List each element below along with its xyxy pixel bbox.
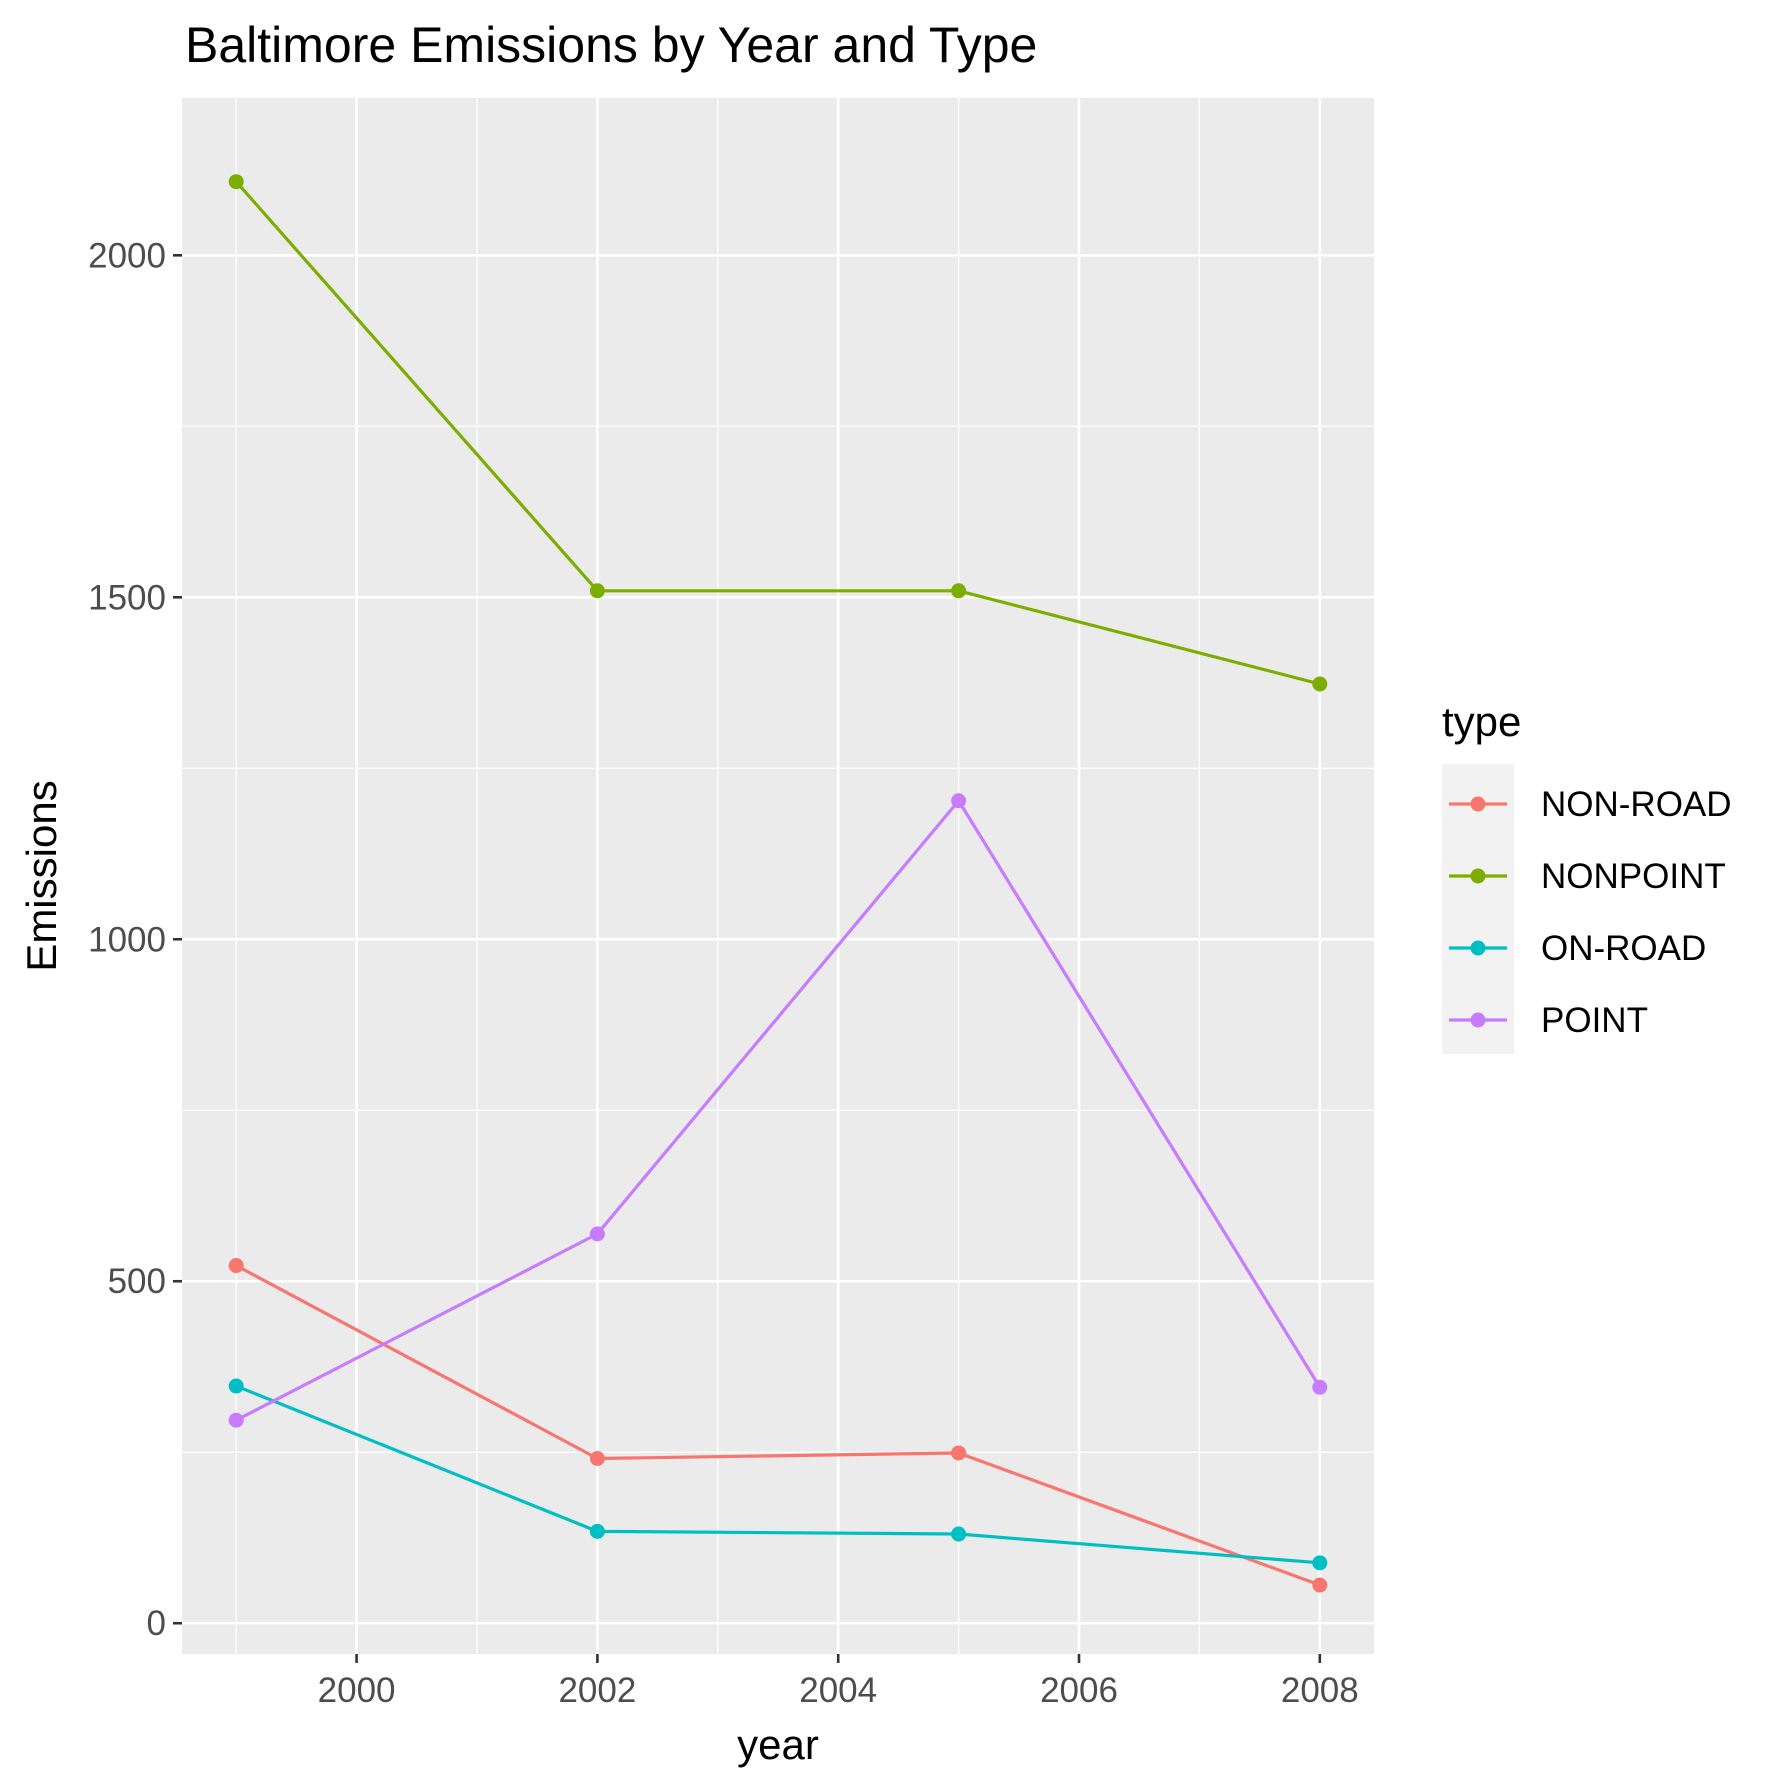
data-point-non-road xyxy=(1312,1577,1328,1593)
data-point-on-road xyxy=(589,1523,605,1539)
legend-label-nonpoint: NONPOINT xyxy=(1541,857,1726,896)
data-point-non-road xyxy=(228,1258,244,1274)
series-points xyxy=(228,174,1328,1593)
x-tick-label: 2008 xyxy=(1281,1671,1359,1710)
data-point-on-road xyxy=(228,1378,244,1394)
legend-label-point: POINT xyxy=(1541,1001,1648,1040)
major-gridlines xyxy=(182,98,1374,1654)
x-tick-label: 2004 xyxy=(799,1671,877,1710)
data-point-on-road xyxy=(951,1526,967,1542)
legend-key-point-nonpoint xyxy=(1470,868,1486,884)
legend-key-point-non-road xyxy=(1470,796,1486,812)
axis-ticks xyxy=(173,254,1322,1663)
legend-items: NON-ROAD NONPOINT ON-ROAD POINT xyxy=(1449,785,1732,1040)
legend-key-background xyxy=(1442,764,1514,1054)
y-axis-title: Emissions xyxy=(18,780,65,971)
y-tick-label: 1000 xyxy=(88,920,166,959)
y-tick-label: 500 xyxy=(108,1262,166,1301)
plot-panel xyxy=(182,98,1374,1654)
series-line-nonpoint xyxy=(234,180,1321,686)
legend: type NON-ROAD NONPOINT ON-ROAD POINT xyxy=(1442,698,1732,1054)
legend-label-on-road: ON-ROAD xyxy=(1541,929,1706,968)
series-line-point xyxy=(235,799,1322,1422)
data-point-point xyxy=(589,1226,605,1242)
tick-labels: 2000 2002 2004 2006 2008 0 500 1000 1500 2000 xyxy=(88,236,1359,1710)
legend-key-point-on-road xyxy=(1470,940,1486,956)
data-point-non-road xyxy=(951,1445,967,1461)
data-point-nonpoint xyxy=(1312,676,1328,692)
x-tick-label: 2000 xyxy=(318,1671,396,1710)
data-point-nonpoint xyxy=(589,583,605,599)
series-line-non-road xyxy=(235,1264,1321,1587)
x-tick-label: 2006 xyxy=(1040,1671,1118,1710)
data-point-point xyxy=(228,1412,244,1428)
y-tick-label: 0 xyxy=(147,1604,166,1643)
data-point-nonpoint xyxy=(951,583,967,599)
legend-title: type xyxy=(1442,698,1521,745)
data-point-on-road xyxy=(1312,1555,1328,1571)
legend-key-point-point xyxy=(1470,1012,1486,1028)
chart-title: Baltimore Emissions by Year and Type xyxy=(185,17,1037,73)
y-tick-label: 2000 xyxy=(88,236,166,275)
data-point-point xyxy=(951,793,967,809)
x-tick-label: 2002 xyxy=(558,1671,636,1710)
legend-label-non-road: NON-ROAD xyxy=(1541,785,1732,824)
minor-gridlines xyxy=(182,98,1374,1654)
series-line-on-road xyxy=(235,1384,1320,1565)
x-axis-title: year xyxy=(737,1721,819,1768)
y-tick-label: 1500 xyxy=(88,578,166,617)
data-point-nonpoint xyxy=(228,174,244,190)
series-lines xyxy=(234,180,1322,1587)
data-point-point xyxy=(1312,1379,1328,1395)
data-point-non-road xyxy=(589,1450,605,1466)
